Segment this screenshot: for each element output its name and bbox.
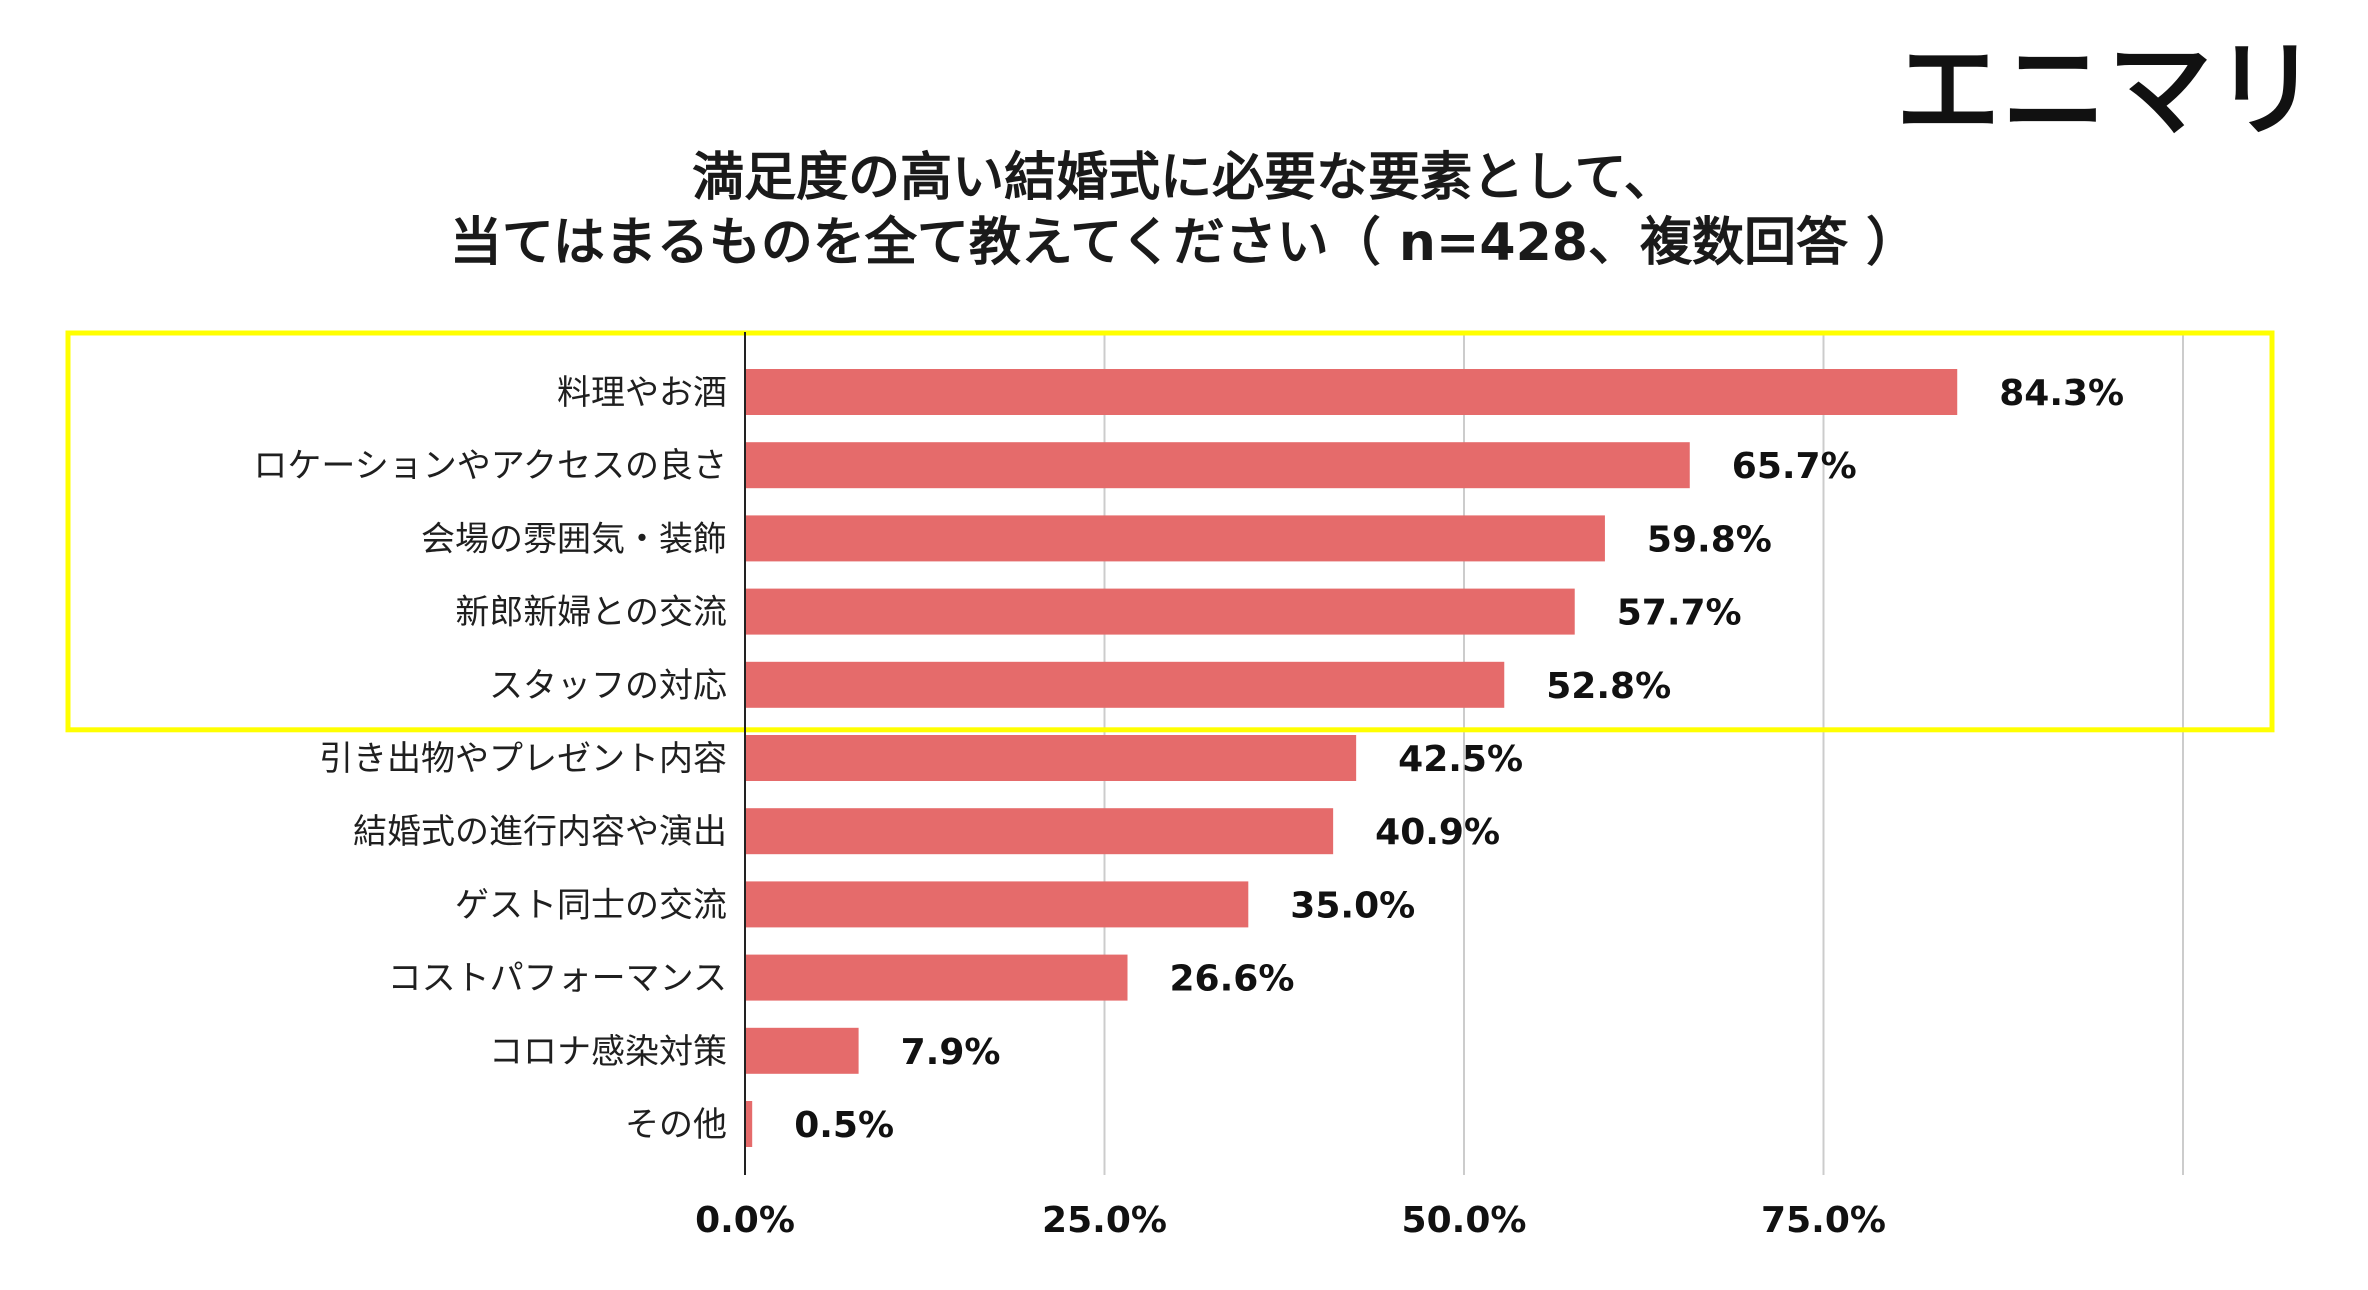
highlight-box xyxy=(65,330,2275,733)
category-label: 料理やお酒 xyxy=(557,373,727,413)
category-label: その他 xyxy=(625,1105,727,1145)
bar xyxy=(745,735,1357,781)
value-label: 84.3% xyxy=(1999,373,2124,414)
category-label: コロナ感染対策 xyxy=(489,1032,727,1072)
bar-layer xyxy=(745,369,1958,1147)
bar xyxy=(745,881,1249,928)
value-label: 42.5% xyxy=(1398,739,1523,780)
brand-logo: エニマリ xyxy=(1895,29,2320,151)
bar xyxy=(745,515,1605,562)
bar xyxy=(745,1101,753,1147)
bar xyxy=(745,1027,859,1074)
tick-layer: 0.0% 25.0% 50.0% 75.0% xyxy=(695,1200,1886,1241)
bar xyxy=(745,808,1334,855)
bar xyxy=(745,661,1505,708)
value-label: 26.6% xyxy=(1170,959,1295,1000)
value-label: 35.0% xyxy=(1290,885,1415,926)
x-tick-label: 25.0% xyxy=(1042,1200,1167,1241)
value-label: 59.8% xyxy=(1647,519,1772,560)
bar xyxy=(745,588,1575,635)
value-label: 57.7% xyxy=(1617,593,1742,634)
value-label: 7.9% xyxy=(901,1032,1001,1073)
value-label: 0.5% xyxy=(794,1105,894,1146)
category-label: ロケーションやアクセスの良さ xyxy=(253,446,727,486)
bar xyxy=(745,442,1690,489)
x-tick-label: 0.0% xyxy=(695,1200,795,1241)
chart-title-line-1: 満足度の高い結婚式に必要な要素として、 xyxy=(692,148,1676,208)
category-label: コストパフォーマンス xyxy=(388,959,727,999)
category-label: 引き出物やプレゼント内容 xyxy=(319,739,727,779)
bar xyxy=(745,369,1958,415)
value-label: 65.7% xyxy=(1732,446,1857,487)
category-label: ゲスト同士の交流 xyxy=(455,885,727,925)
category-label: 新郎新婦との交流 xyxy=(455,593,727,633)
category-label: 結婚式の進行内容や演出 xyxy=(353,812,727,852)
x-tick-label: 75.0% xyxy=(1761,1200,1886,1241)
value-label: 52.8% xyxy=(1546,666,1671,707)
x-tick-label: 50.0% xyxy=(1402,1200,1527,1241)
category-label: 会場の雰囲気・装飾 xyxy=(421,519,727,559)
label-layer: 料理やお酒 84.3% ロケーションやアクセスの良さ 65.7% 会場の雰囲気・装飾 59… xyxy=(253,373,2124,1146)
chart-title-line-2: 当てはまるものを全て教えてください（ n=428、複数回答 ） xyxy=(449,213,1919,273)
bar xyxy=(745,954,1128,1001)
value-label: 40.9% xyxy=(1375,812,1500,853)
category-label: スタッフの対応 xyxy=(489,666,727,706)
